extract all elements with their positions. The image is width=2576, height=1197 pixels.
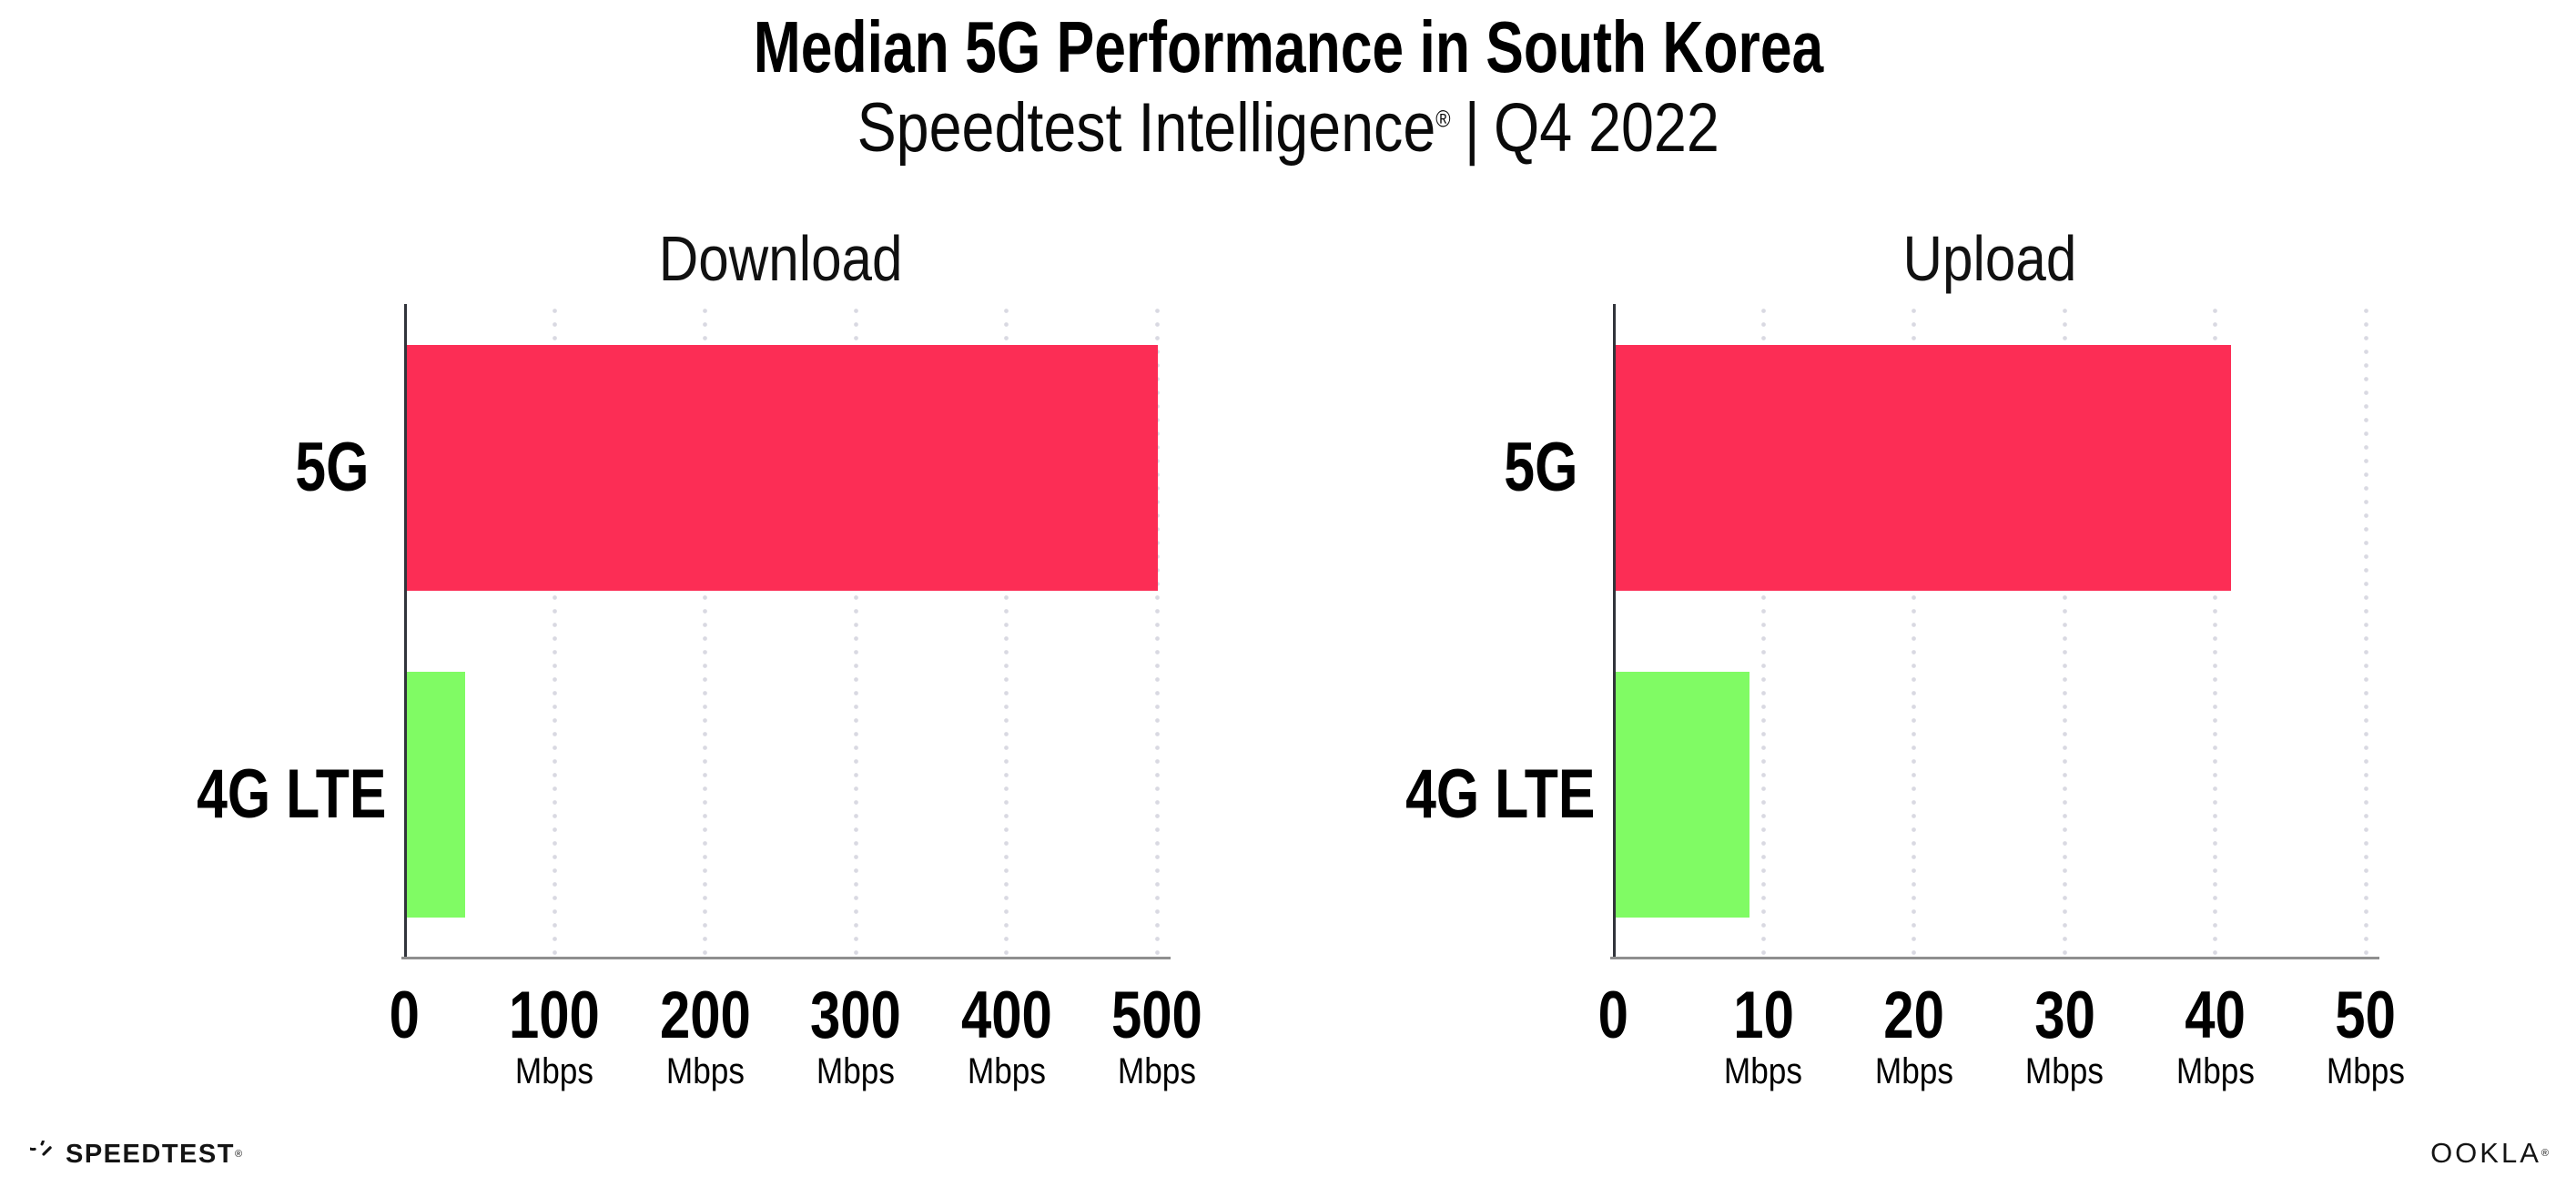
y-axis — [404, 304, 407, 958]
x-axis — [401, 956, 1171, 959]
tick-unit-text: Mbps — [1724, 1051, 1803, 1091]
tick-value: 400 — [960, 979, 1052, 1052]
speedtest-logo: SPEEDTEST ® — [30, 1140, 242, 1169]
plot-area-upload — [1610, 304, 2379, 959]
speedtest-logo-text: SPEEDTEST — [66, 1140, 235, 1169]
bar-4g-lte — [1614, 671, 1749, 918]
page-subtitle: Speedtest Intelligence® | Q4 2022 — [0, 89, 2576, 167]
category-label-4g-lte: 4G LTE — [1358, 756, 1595, 833]
tick-unit: Mbps — [1814, 1051, 2014, 1091]
bar-row-4g-lte — [1613, 631, 2366, 958]
gridline-100 — [552, 304, 557, 958]
page-title: Median 5G Performance in South Korea — [0, 5, 2576, 89]
tick-value: 20 — [1883, 979, 1945, 1052]
category-label-text: 5G — [1503, 428, 1577, 506]
ookla-logo: OOKLA ® — [2430, 1137, 2549, 1169]
tick-unit: Mbps — [1057, 1051, 1257, 1091]
chart-panel-download: Download 0 100 Mbps 200 Mbps 300 Mbps 400 Mbps 500… — [149, 225, 1223, 1135]
gridline-20 — [1912, 304, 1917, 958]
tick-value: 30 — [2033, 979, 2095, 1052]
plot-area-download — [401, 304, 1171, 959]
tick-value: 40 — [2185, 979, 2246, 1052]
bar-row-5g — [404, 304, 1158, 631]
gridline-30 — [2062, 304, 2067, 958]
bar-row-5g — [1613, 304, 2366, 631]
category-label-text: 4G LTE — [1405, 755, 1596, 833]
gridline-40 — [2213, 304, 2218, 958]
tick-label-100: 100 Mbps — [454, 979, 654, 1092]
tick-value: 200 — [659, 979, 751, 1052]
chart-panel-upload: Upload 0 10 Mbps 20 Mbps 30 Mbps 40 Mbps 50 Mbps 5G 4… — [1358, 225, 2432, 1135]
tick-unit-text: Mbps — [816, 1051, 896, 1091]
category-label-5g: 5G — [1358, 428, 1577, 506]
tick-unit-text: Mbps — [2326, 1051, 2406, 1091]
category-label-text: 4G LTE — [197, 755, 387, 833]
bar-4g-lte — [405, 671, 466, 918]
tick-value: 50 — [2335, 979, 2397, 1052]
category-label-text: 5G — [294, 428, 369, 506]
tick-unit: Mbps — [1964, 1051, 2165, 1091]
tick-unit-text: Mbps — [2025, 1051, 2104, 1091]
tick-value: 100 — [509, 979, 601, 1052]
tick-label-30: 30 Mbps — [1964, 979, 2165, 1092]
bar-5g — [1614, 344, 2232, 591]
chart-title-text: Download — [658, 223, 903, 294]
gridline-50 — [2363, 304, 2368, 958]
tick-unit-text: Mbps — [2175, 1051, 2255, 1091]
tick-label-20: 20 Mbps — [1814, 979, 2014, 1092]
page-title-text: Median 5G Performance in South Korea — [753, 6, 1823, 87]
gridline-500 — [1154, 304, 1160, 958]
gridline-400 — [1004, 304, 1009, 958]
bar-row-4g-lte — [404, 631, 1157, 958]
x-axis — [1610, 956, 2379, 959]
tick-label-0: 0 — [304, 982, 504, 1050]
tick-label-300: 300 Mbps — [756, 979, 956, 1092]
tick-unit: Mbps — [907, 1051, 1107, 1091]
tick-label-10: 10 Mbps — [1663, 979, 1863, 1092]
tick-label-50: 50 Mbps — [2266, 979, 2466, 1092]
tick-unit: Mbps — [605, 1051, 806, 1091]
tick-unit-text: Mbps — [665, 1051, 745, 1091]
subtitle-period: Q4 2022 — [1493, 89, 1719, 167]
tick-label-200: 200 Mbps — [605, 979, 806, 1092]
tick-unit: Mbps — [2115, 1051, 2316, 1091]
tick-value: 500 — [1111, 979, 1202, 1052]
tick-unit: Mbps — [1663, 1051, 1863, 1091]
gridline-200 — [703, 304, 708, 958]
tick-value: 300 — [810, 979, 902, 1052]
tick-unit-text: Mbps — [967, 1051, 1046, 1091]
tick-unit-text: Mbps — [1117, 1051, 1197, 1091]
tick-unit: Mbps — [454, 1051, 654, 1091]
tick-value: 10 — [1733, 979, 1794, 1052]
category-label-5g: 5G — [149, 428, 369, 506]
tick-unit: Mbps — [2266, 1051, 2466, 1091]
subtitle-divider: | — [1464, 89, 1480, 167]
chart-title-text: Upload — [1902, 223, 2076, 294]
ookla-logo-text: OOKLA — [2430, 1137, 2541, 1169]
category-label-4g-lte: 4G LTE — [149, 756, 386, 833]
bar-5g — [405, 344, 1158, 591]
tick-label-0: 0 — [1513, 982, 1713, 1050]
tick-value: 0 — [1597, 979, 1628, 1052]
gridline-300 — [853, 304, 858, 958]
tick-label-400: 400 Mbps — [907, 979, 1107, 1092]
tick-unit-text: Mbps — [515, 1051, 594, 1091]
chart-title-upload: Upload — [1613, 225, 2366, 292]
tick-label-500: 500 Mbps — [1057, 979, 1257, 1092]
registered-mark: ® — [1435, 105, 1451, 133]
tick-unit-text: Mbps — [1874, 1051, 1953, 1091]
tick-value: 0 — [389, 979, 420, 1052]
speedtest-gauge-icon — [30, 1141, 52, 1156]
y-axis — [1613, 304, 1616, 958]
chart-title-download: Download — [404, 225, 1157, 292]
tick-unit: Mbps — [756, 1051, 956, 1091]
gridline-10 — [1760, 304, 1766, 958]
tick-label-40: 40 Mbps — [2115, 979, 2316, 1092]
subtitle-brand: Speedtest Intelligence — [857, 89, 1436, 167]
